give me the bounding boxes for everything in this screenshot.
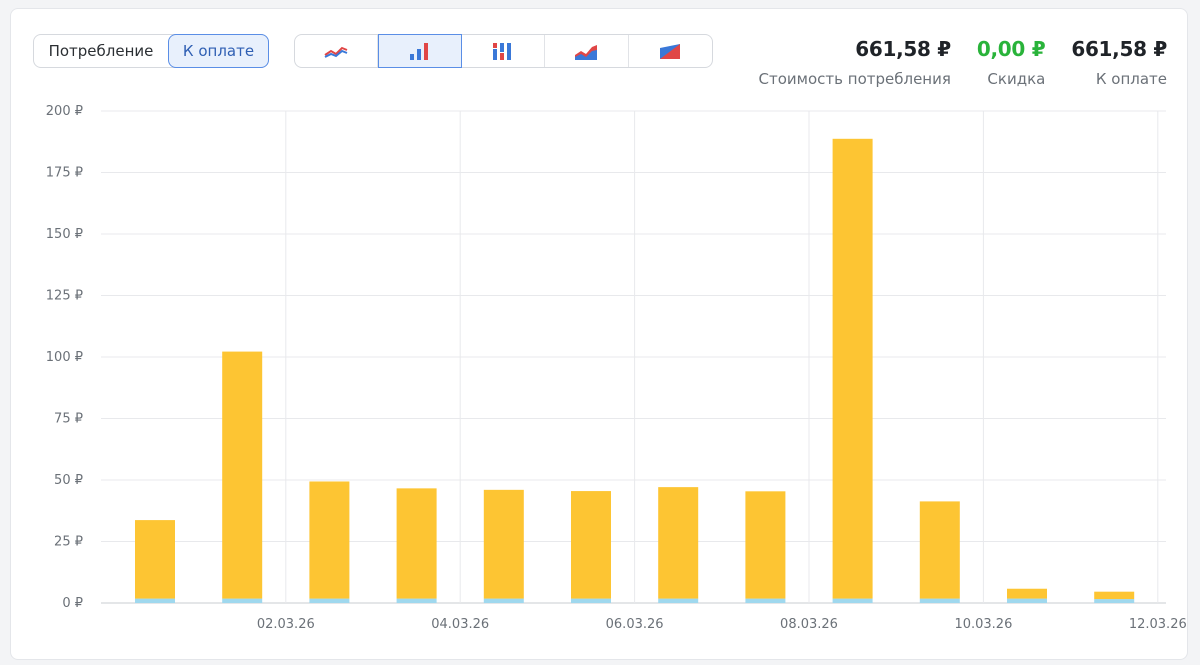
x-tick-label: 06.03.26 bbox=[606, 617, 664, 632]
bar-segment-secondary[interactable] bbox=[832, 598, 873, 603]
bar-segment-main[interactable] bbox=[832, 138, 873, 599]
y-tick-label: 50 ₽ bbox=[54, 473, 83, 488]
y-tick-label: 200 ₽ bbox=[46, 104, 83, 119]
y-tick-label: 75 ₽ bbox=[54, 412, 83, 427]
bar-segment-main[interactable] bbox=[309, 481, 350, 599]
x-tick-label: 08.03.26 bbox=[780, 617, 838, 632]
bar-segment-main[interactable] bbox=[1007, 588, 1047, 599]
bar-segment-secondary[interactable] bbox=[1007, 598, 1047, 603]
to-pay-value: 661,58 ₽ bbox=[1071, 37, 1167, 61]
bar-segment-main[interactable] bbox=[571, 491, 611, 599]
bar-segment-main[interactable] bbox=[483, 489, 524, 599]
bar-segment-secondary[interactable] bbox=[309, 598, 350, 603]
summary-discount: 0,00 ₽ Скидка bbox=[976, 37, 1046, 88]
x-tick-label: 10.03.26 bbox=[954, 617, 1012, 632]
chart-grid bbox=[101, 110, 1166, 604]
summary-to-pay: 661,58 ₽ К оплате bbox=[1071, 37, 1167, 88]
chart-bars bbox=[135, 138, 1135, 603]
consumption-label: Стоимость потребления bbox=[758, 70, 951, 88]
chart-type-switch bbox=[294, 34, 713, 68]
y-tick-label: 0 ₽ bbox=[62, 596, 83, 611]
y-axis: 0 ₽ 25 ₽ 50 ₽ 75 ₽ 100 ₽ 125 ₽ 150 ₽ 175 ₽ 200 ₽ bbox=[46, 104, 83, 611]
bar-segment-main[interactable] bbox=[222, 351, 263, 599]
summary-consumption: 661,58 ₽ Стоимость потребления bbox=[758, 37, 952, 88]
y-tick-label: 125 ₽ bbox=[46, 289, 83, 304]
bar-segment-secondary[interactable] bbox=[396, 598, 437, 603]
line-chart-icon[interactable] bbox=[295, 35, 379, 67]
bar-segment-main[interactable] bbox=[919, 501, 960, 599]
y-tick-label: 150 ₽ bbox=[46, 227, 83, 242]
y-tick-label: 175 ₽ bbox=[46, 166, 83, 181]
bar-segment-main[interactable] bbox=[745, 491, 786, 599]
bar-segment-main[interactable] bbox=[135, 520, 175, 599]
stacked-bar-chart-icon[interactable] bbox=[462, 35, 546, 67]
y-tick-label: 100 ₽ bbox=[46, 350, 83, 365]
x-tick-label: 04.03.26 bbox=[431, 617, 489, 632]
area-chart-icon[interactable] bbox=[545, 35, 629, 67]
x-tick-label: 02.03.26 bbox=[257, 617, 315, 632]
discount-value: 0,00 ₽ bbox=[976, 37, 1046, 61]
bar-segment-secondary[interactable] bbox=[483, 598, 524, 603]
bar-segment-secondary[interactable] bbox=[571, 598, 611, 603]
bar-segment-secondary[interactable] bbox=[1094, 599, 1135, 603]
x-tick-label: 12.03.26 bbox=[1129, 617, 1187, 632]
consumption-value: 661,58 ₽ bbox=[855, 37, 951, 61]
y-tick-label: 25 ₽ bbox=[54, 535, 83, 550]
to-pay-label: К оплате bbox=[1095, 70, 1167, 88]
stacked-area-chart-icon[interactable] bbox=[629, 35, 712, 67]
cost-summary: 661,58 ₽ Стоимость потребления 0,00 ₽ Ск… bbox=[733, 37, 1168, 88]
bar-segment-main[interactable] bbox=[396, 488, 437, 599]
bar-segment-secondary[interactable] bbox=[135, 598, 175, 603]
mode-consumption-button[interactable]: Потребление bbox=[48, 42, 154, 60]
bar-segment-secondary[interactable] bbox=[919, 598, 960, 603]
bar-segment-main[interactable] bbox=[1094, 591, 1135, 600]
bar-segment-secondary[interactable] bbox=[222, 598, 263, 603]
bar-segment-main[interactable] bbox=[658, 487, 699, 599]
x-axis: 02.03.26 04.03.26 06.03.26 08.03.26 10.03.26… bbox=[257, 617, 1187, 632]
bar-chart-icon[interactable] bbox=[378, 34, 462, 68]
mode-to-pay-button[interactable]: К оплате bbox=[168, 34, 269, 68]
bar-segment-secondary[interactable] bbox=[658, 598, 699, 603]
discount-label: Скидка bbox=[987, 70, 1046, 88]
bar-segment-secondary[interactable] bbox=[745, 598, 786, 603]
mode-switch: Потребление К оплате bbox=[33, 34, 269, 68]
